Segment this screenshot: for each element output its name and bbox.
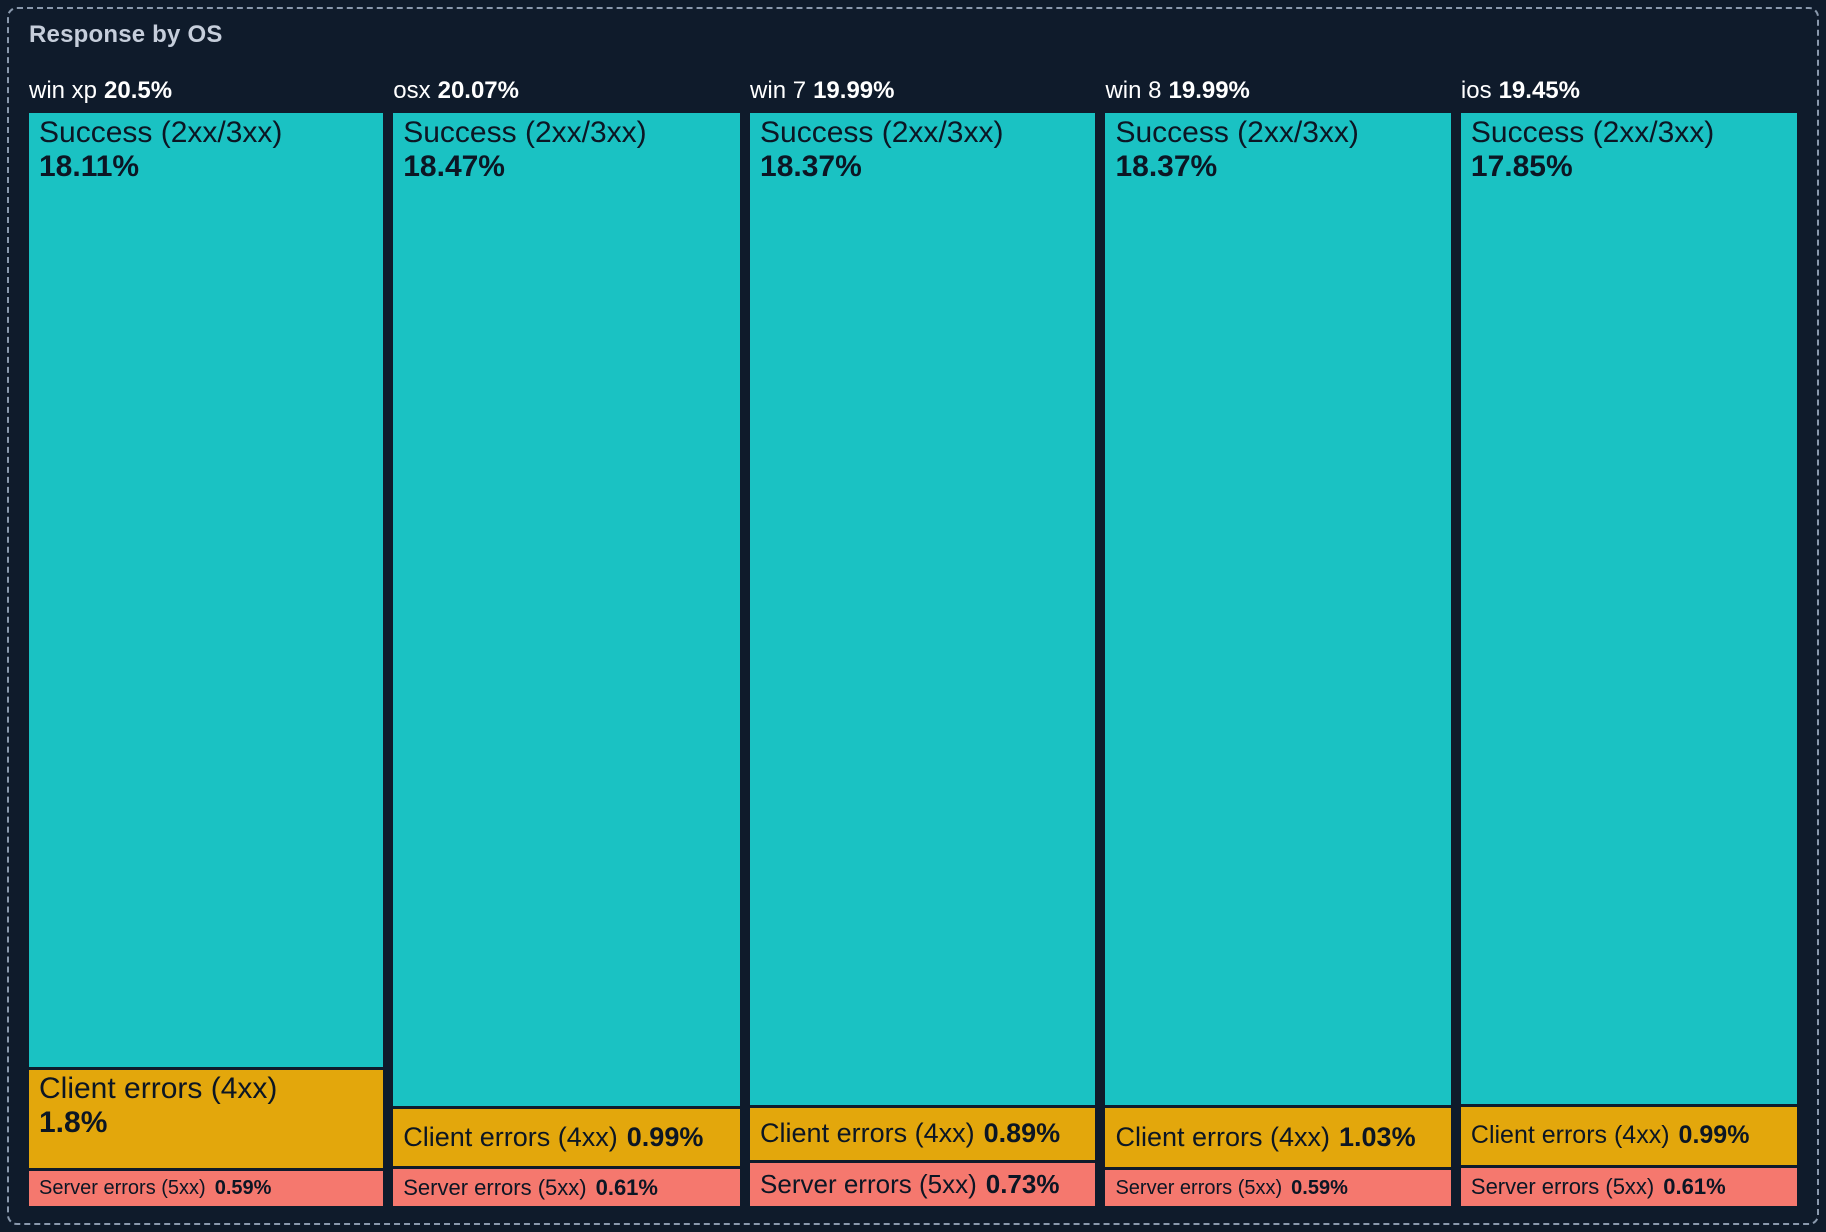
tile-client-errors[interactable]: Client errors (4xx) 0.99%	[1460, 1106, 1797, 1166]
os-label: win 8	[1105, 78, 1162, 104]
tile-server-errors[interactable]: Server errors (5xx) 0.59%	[29, 1171, 384, 1206]
os-label: ios	[1460, 78, 1492, 104]
tile-percent: 1.8%	[39, 1105, 108, 1139]
os-total-percent: 19.99%	[813, 78, 895, 104]
segments-win-8: Success (2xx/3xx) 18.37% Client errors (…	[1105, 113, 1451, 1207]
tile-percent: 18.11%	[39, 150, 140, 184]
response-by-os-panel: Response by OS win xp 20.5% Success (2xx/…	[7, 7, 1819, 1225]
panel-title: Response by OS	[29, 21, 223, 48]
tile-success[interactable]: Success (2xx/3xx) 18.11%	[29, 113, 384, 1067]
tile-percent: 0.99%	[626, 1122, 704, 1153]
tile-client-errors[interactable]: Client errors (4xx) 1.03%	[1105, 1107, 1451, 1168]
tile-label: Success (2xx/3xx)	[39, 116, 283, 149]
tile-percent: 17.85%	[1470, 150, 1573, 184]
os-total-percent: 20.5%	[104, 78, 173, 104]
tile-label: Client errors (4xx)	[403, 1122, 618, 1153]
tile-label: Server errors (5xx)	[403, 1174, 587, 1200]
tile-label: Server errors (5xx)	[760, 1168, 977, 1199]
tile-server-errors[interactable]: Server errors (5xx) 0.61%	[1460, 1168, 1797, 1207]
tile-label: Success (2xx/3xx)	[1115, 116, 1359, 149]
tile-label: Server errors (5xx)	[1470, 1174, 1655, 1200]
tile-label: Success (2xx/3xx)	[1470, 116, 1715, 149]
tile-percent: 0.59%	[214, 1177, 272, 1200]
tile-percent: 18.37%	[760, 150, 862, 184]
segments-ios: Success (2xx/3xx) 17.85% Client errors (…	[1460, 113, 1797, 1207]
os-total-percent: 20.07%	[437, 78, 519, 104]
tile-percent: 1.03%	[1339, 1122, 1416, 1153]
tile-label: Server errors (5xx)	[1115, 1176, 1283, 1199]
tile-percent: 0.73%	[985, 1168, 1060, 1199]
tile-percent: 18.47%	[403, 150, 505, 184]
tile-success[interactable]: Success (2xx/3xx) 18.37%	[1105, 113, 1451, 1105]
tile-percent: 18.37%	[1115, 150, 1218, 184]
os-header-win-xp: win xp 20.5%	[29, 78, 383, 104]
tile-server-errors[interactable]: Server errors (5xx) 0.59%	[1105, 1170, 1451, 1207]
segments-win-7: Success (2xx/3xx) 18.37% Client errors (…	[750, 113, 1096, 1206]
treemap: win xp 20.5% Success (2xx/3xx) 18.11% Cli…	[29, 78, 1797, 1207]
os-label: win 7	[750, 78, 807, 104]
tile-label: Client errors (4xx)	[39, 1071, 278, 1105]
treemap-column-win-8: win 8 19.99% Success (2xx/3xx) 18.37% Cli…	[1105, 78, 1451, 1207]
tile-success[interactable]: Success (2xx/3xx) 17.85%	[1460, 113, 1797, 1104]
tile-success[interactable]: Success (2xx/3xx) 18.47%	[393, 113, 741, 1107]
tile-client-errors[interactable]: Client errors (4xx) 1.8%	[29, 1069, 384, 1169]
os-label: win xp	[29, 78, 98, 104]
tile-percent: 0.89%	[983, 1118, 1061, 1149]
segments-osx: Success (2xx/3xx) 18.47% Client errors (…	[393, 113, 741, 1206]
os-header-ios: ios 19.45%	[1461, 78, 1797, 104]
tile-percent: 0.61%	[595, 1174, 658, 1200]
tile-server-errors[interactable]: Server errors (5xx) 0.61%	[393, 1169, 741, 1206]
os-total-percent: 19.99%	[1168, 78, 1250, 104]
tile-label: Client errors (4xx)	[760, 1118, 975, 1149]
tile-label: Server errors (5xx)	[39, 1177, 206, 1200]
tile-label: Client errors (4xx)	[1470, 1121, 1670, 1150]
os-label: osx	[393, 78, 431, 104]
tile-server-errors[interactable]: Server errors (5xx) 0.73%	[750, 1162, 1096, 1206]
tile-success[interactable]: Success (2xx/3xx) 18.37%	[750, 113, 1096, 1105]
os-header-osx: osx 20.07%	[393, 78, 740, 104]
os-total-percent: 19.45%	[1498, 78, 1580, 104]
tile-percent: 0.61%	[1663, 1174, 1726, 1200]
tile-label: Client errors (4xx)	[1115, 1122, 1331, 1153]
segments-win-xp: Success (2xx/3xx) 18.11% Client errors (…	[29, 113, 384, 1206]
treemap-column-win-xp: win xp 20.5% Success (2xx/3xx) 18.11% Cli…	[29, 78, 384, 1206]
tile-label: Success (2xx/3xx)	[760, 116, 1004, 149]
tile-percent: 0.99%	[1678, 1121, 1750, 1150]
os-header-win-8: win 8 19.99%	[1105, 78, 1450, 104]
os-header-win-7: win 7 19.99%	[750, 78, 1095, 104]
tile-percent: 0.59%	[1291, 1176, 1348, 1199]
tile-client-errors[interactable]: Client errors (4xx) 0.89%	[750, 1107, 1096, 1160]
treemap-column-win-7: win 7 19.99% Success (2xx/3xx) 18.37% Cli…	[750, 78, 1096, 1206]
tile-client-errors[interactable]: Client errors (4xx) 0.99%	[393, 1109, 741, 1167]
tile-label: Success (2xx/3xx)	[403, 116, 647, 149]
treemap-column-ios: ios 19.45% Success (2xx/3xx) 17.85% Clien…	[1460, 78, 1797, 1207]
treemap-column-osx: osx 20.07% Success (2xx/3xx) 18.47% Clien…	[393, 78, 741, 1206]
